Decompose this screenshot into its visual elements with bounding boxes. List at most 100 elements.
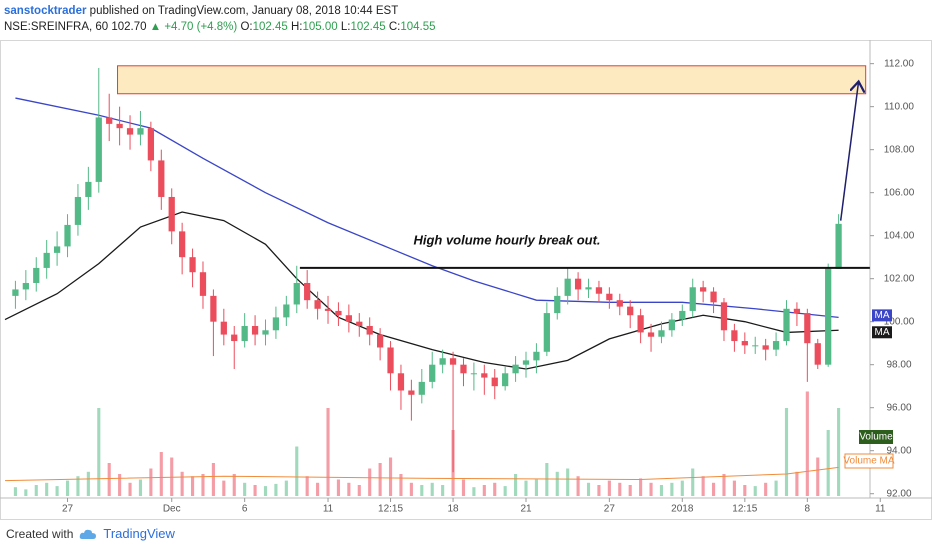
- candle-body: [814, 343, 821, 365]
- volume-bar: [180, 471, 184, 496]
- volume-bar: [670, 482, 674, 496]
- candle-body: [189, 257, 196, 273]
- y-tick-label: 92.00: [886, 488, 911, 499]
- symbol: NSE:SREINFRA, 60: [4, 21, 109, 33]
- candle-body: [220, 321, 227, 335]
- volume-bar: [149, 468, 153, 496]
- candle-body: [179, 231, 186, 258]
- candle-body: [418, 381, 425, 395]
- volume-bar: [514, 474, 518, 496]
- volume-bar: [618, 482, 622, 496]
- volume-bar: [691, 468, 695, 496]
- candle-body: [251, 325, 259, 335]
- candle-body: [408, 390, 415, 395]
- quote-label: C:: [388, 21, 401, 33]
- target-zone: [117, 65, 867, 95]
- candle-body: [137, 128, 144, 135]
- volume-bar: [65, 480, 70, 496]
- candle-body: [272, 317, 280, 331]
- x-tick-label: 2018: [671, 504, 694, 515]
- candle-body: [22, 282, 29, 290]
- volume-bar: [378, 463, 382, 496]
- candle-body: [502, 373, 509, 387]
- candle-body: [158, 160, 165, 197]
- candle-body: [147, 128, 155, 161]
- volume-bar: [24, 489, 28, 496]
- volume-bar: [420, 485, 424, 496]
- y-tick-label: 104.00: [884, 230, 915, 241]
- volume-bar: [368, 468, 372, 496]
- candle-body: [314, 300, 321, 309]
- volume-bar: [253, 485, 257, 496]
- candle-body: [53, 246, 61, 253]
- volume-bar: [607, 480, 611, 496]
- volume-bar: [441, 485, 445, 496]
- y-tick-label: 112.00: [884, 58, 914, 69]
- candle-body: [283, 304, 290, 318]
- candle-body: [168, 196, 175, 232]
- candle-body: [335, 310, 342, 316]
- volume-bar: [316, 482, 320, 496]
- volume-bar: [628, 485, 632, 496]
- volume-bar: [430, 482, 434, 496]
- candle-body: [491, 377, 498, 387]
- volume-bar: [118, 474, 122, 496]
- candle-body: [439, 358, 446, 365]
- volume-bar: [743, 485, 747, 496]
- y-tick-label: 98.00: [886, 359, 911, 370]
- candle-body: [689, 287, 696, 311]
- projection-arrow: [839, 83, 859, 221]
- x-tick-label: 12:15: [732, 504, 757, 515]
- volume-bar: [701, 476, 705, 496]
- candle-body: [293, 282, 300, 305]
- volume-bar: [805, 391, 809, 496]
- candle-body: [43, 252, 50, 268]
- candle-body: [64, 224, 71, 247]
- x-tick-label: Dec: [163, 504, 181, 515]
- volume-bar: [326, 408, 330, 496]
- volume-bar: [399, 474, 403, 496]
- candle-body: [606, 293, 613, 301]
- x-tick-label: 21: [520, 504, 532, 515]
- volume-bar: [190, 476, 195, 496]
- volume-bar: [388, 457, 393, 496]
- candle-body: [679, 310, 686, 320]
- candle-body: [731, 330, 738, 342]
- volume-bar: [347, 482, 351, 496]
- quote-label: L:: [340, 21, 351, 33]
- volume-bar: [138, 479, 143, 496]
- candle-body: [356, 321, 363, 326]
- candle-body: [616, 300, 623, 307]
- candle-body: [835, 223, 842, 269]
- header-line: sanstocktrader published on TradingView.…: [4, 3, 436, 19]
- volume-bar: [722, 474, 726, 496]
- candle-body: [481, 373, 488, 378]
- volume-bar: [503, 486, 507, 496]
- candle-body: [533, 351, 540, 361]
- x-tick-label: 11: [875, 504, 886, 515]
- candle-body: [793, 308, 801, 314]
- volume-bar: [357, 485, 361, 496]
- candle-body: [324, 308, 332, 311]
- candle-body: [783, 308, 790, 342]
- quote-value: 102.45: [252, 21, 288, 33]
- footer: Created with TradingView: [6, 526, 175, 541]
- candle-body: [825, 267, 832, 365]
- x-tick-label: 27: [604, 504, 616, 515]
- volume-bar: [586, 482, 591, 496]
- quote: O:102.45 H:105.00 L:102.45 C:104.55: [240, 21, 435, 33]
- candle-body: [460, 364, 467, 374]
- volume-bar: [753, 486, 757, 496]
- volume-bar: [555, 471, 559, 496]
- candle-body: [668, 319, 676, 331]
- candle-body: [74, 196, 82, 225]
- y-tick-label: 96.00: [886, 402, 911, 413]
- candle-body: [752, 345, 759, 347]
- volume-bar: [659, 485, 664, 496]
- volume-bar: [816, 457, 820, 496]
- volume-bar: [534, 479, 538, 496]
- volume-bar: [774, 480, 778, 496]
- volume-bar: [576, 476, 580, 496]
